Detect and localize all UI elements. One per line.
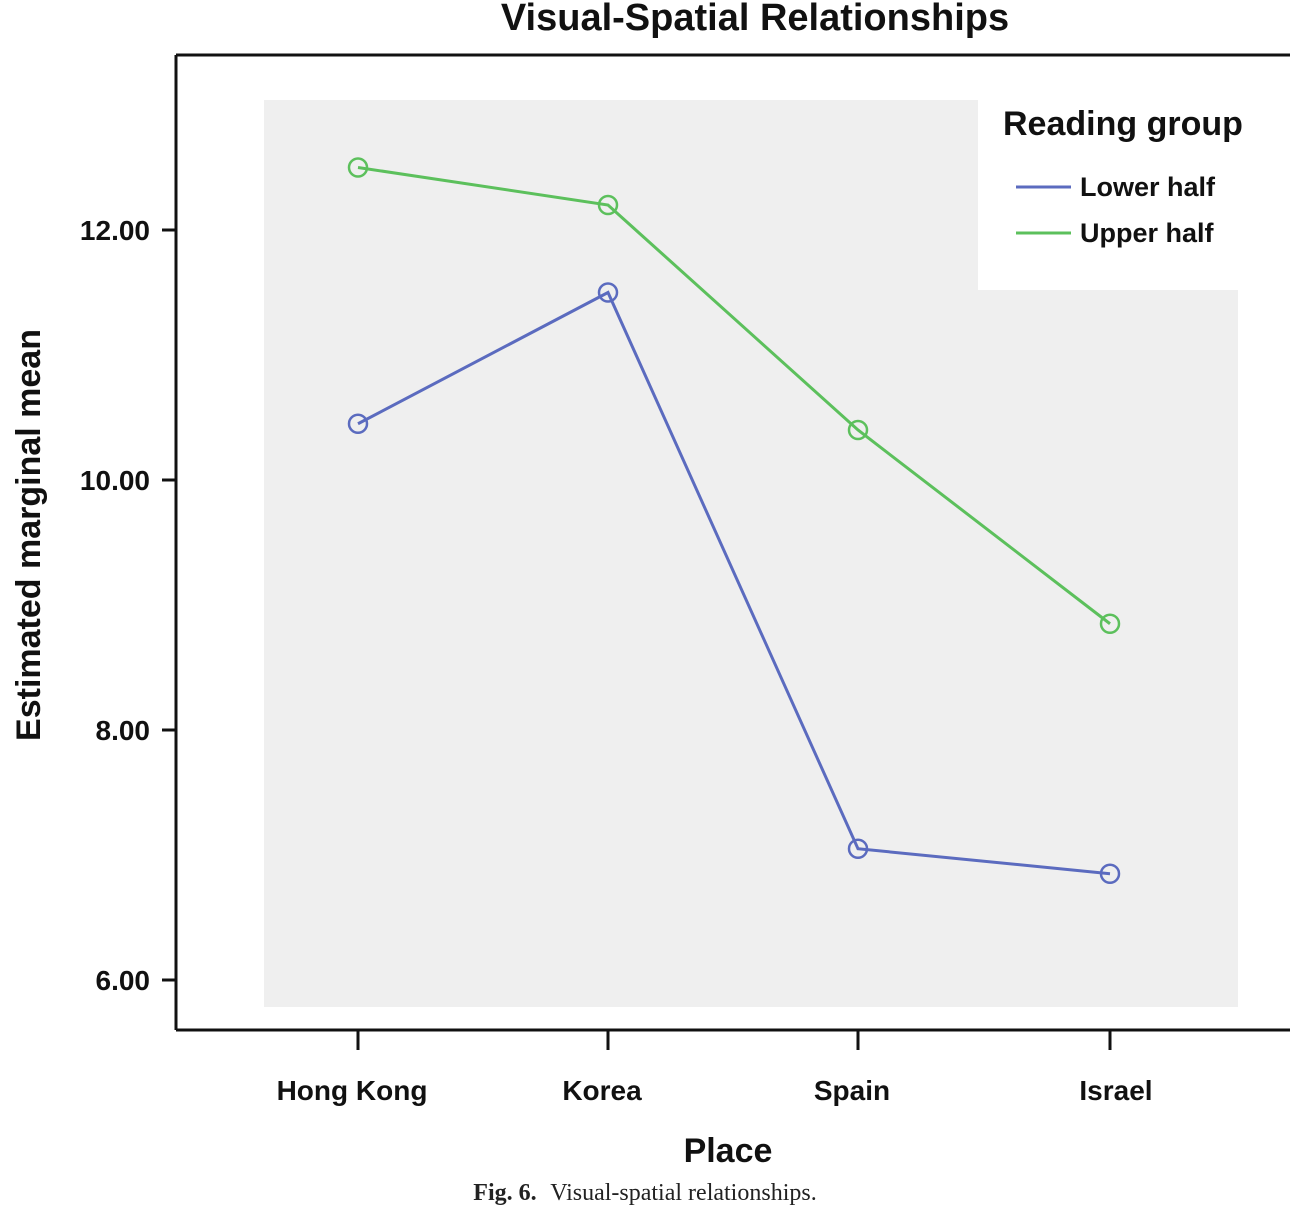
y-tick-label: 8.00 bbox=[96, 715, 151, 746]
data-point bbox=[847, 838, 869, 859]
series-upper-half bbox=[347, 157, 1121, 634]
y-tick-label: 12.00 bbox=[80, 215, 150, 246]
data-point bbox=[597, 194, 619, 216]
data-point bbox=[1099, 863, 1121, 884]
y-axis-label: Estimated marginal mean bbox=[10, 329, 48, 741]
x-tick-label: Spain bbox=[814, 1075, 890, 1106]
legend: Reading group Lower half Upper half bbox=[978, 100, 1243, 290]
x-tick-label: Hong Kong bbox=[277, 1075, 428, 1106]
series-line bbox=[357, 166, 1111, 625]
caption-prefix: Fig. 6. bbox=[473, 1180, 536, 1206]
y-tick-label: 10.00 bbox=[80, 465, 150, 496]
legend-label: Lower half bbox=[1080, 172, 1216, 202]
x-axis-label: Place bbox=[684, 1132, 773, 1170]
series-layer bbox=[347, 157, 1121, 884]
x-tick-label: Korea bbox=[562, 1075, 642, 1106]
chart-title: Visual-Spatial Relationships bbox=[501, 0, 1009, 39]
x-tick-label: Israel bbox=[1079, 1075, 1152, 1106]
x-ticks: Hong Kong Korea Spain Israel bbox=[277, 1030, 1153, 1106]
caption-text: Visual-spatial relationships. bbox=[550, 1180, 817, 1206]
series-line bbox=[357, 290, 1111, 876]
legend-title: Reading group bbox=[1003, 105, 1243, 143]
legend-box bbox=[978, 100, 1238, 290]
data-point bbox=[1099, 613, 1121, 634]
series-lower-half bbox=[347, 282, 1121, 884]
legend-items: Lower half Upper half bbox=[1016, 172, 1216, 248]
data-point bbox=[597, 282, 619, 303]
data-point bbox=[347, 413, 369, 434]
legend-label: Upper half bbox=[1080, 218, 1215, 248]
y-tick-label: 6.00 bbox=[96, 965, 151, 996]
data-point bbox=[347, 157, 369, 178]
figure-caption: Fig. 6. Visual-spatial relationships. bbox=[473, 1180, 816, 1206]
y-ticks: 6.00 8.00 10.00 12.00 bbox=[80, 215, 176, 996]
data-point bbox=[847, 419, 869, 441]
